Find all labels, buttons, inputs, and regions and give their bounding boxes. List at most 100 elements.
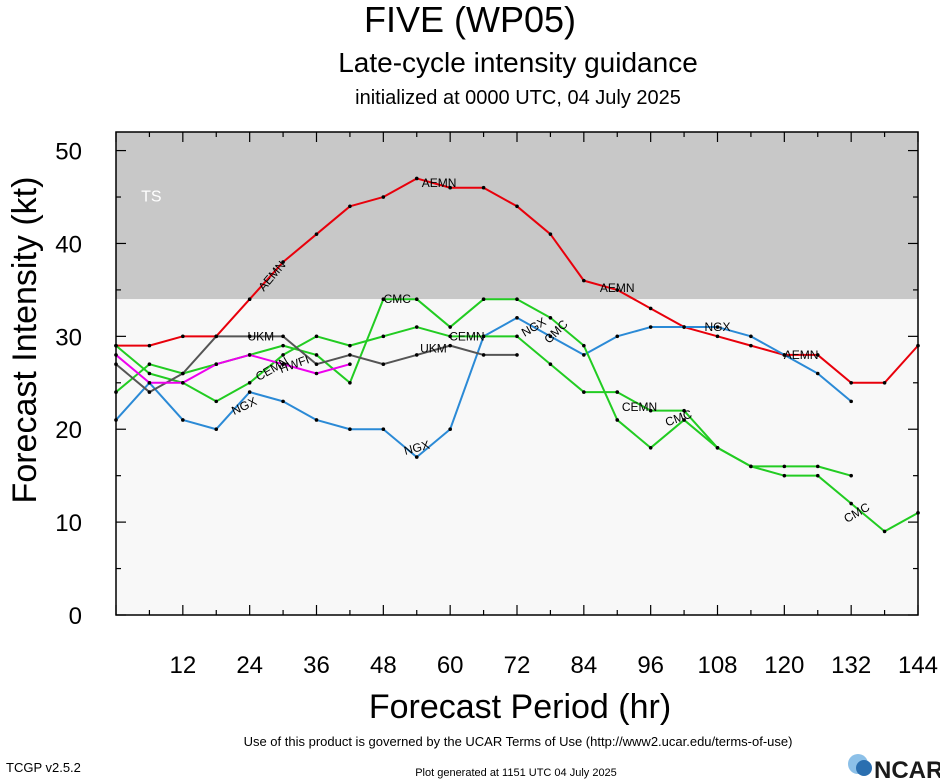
data-point-cmc [615,418,620,422]
series-label-ngx: NGX [704,320,730,334]
series-label-text-ukm: UKM [247,329,274,343]
data-point-hwfi [247,353,252,357]
axis-ticks [115,132,919,616]
init-time: initialized at 0000 UTC, 04 July 2025 [355,87,681,109]
series-label-ukm: UKM [420,341,447,355]
band-1 [116,299,918,615]
data-point-cmc [414,297,419,301]
data-point-cmc [281,343,285,348]
data-point-aemn [648,306,653,311]
data-point-cmc [381,297,386,301]
data-point-ukm [247,334,252,339]
data-point-aemn [815,353,820,357]
series-label-text-aemn: AEMN [784,348,819,362]
data-point-ukm [481,353,486,357]
x-tick-label: 120 [764,652,804,679]
data-point-cemn [281,353,285,357]
data-point-aemn [348,204,352,209]
x-tick-label: 108 [697,652,737,679]
y-axis-label: Forecast Intensity (kt) [6,177,44,504]
chart-subtitle: Late-cycle intensity guidance [338,47,698,78]
data-point-cmc [348,380,352,385]
y-tick-label: 30 [55,324,82,351]
data-point-cemn [314,334,319,339]
plot-frame [115,131,919,616]
x-tick-label: 48 [370,652,397,679]
series-label-aemn: AEMN [600,281,635,295]
x-tick-label: 132 [831,652,871,679]
data-point-cmc [849,501,853,506]
series-label-text-cemn: CEMN [449,329,484,343]
ncar-logo-text: NCAR [874,757,940,780]
band-0 [116,132,918,300]
data-point-cemn [582,390,586,394]
y-tick-labels: 0 10 20 30 40 50 [55,139,82,630]
series-label-text-aemn: AEMN [422,176,457,190]
data-point-cemn [782,464,787,469]
data-point-ngx [314,418,319,422]
version-label: TCGP v2.5.2 [6,760,81,775]
data-point-aemn [548,232,553,236]
series-label-cemn: CEMN [622,400,657,414]
data-point-ngx [515,315,519,320]
data-point-ukm [214,334,219,339]
series-label-text-ngx: NGX [402,438,431,458]
data-point-cemn [849,473,853,478]
data-point-cemn [214,399,219,404]
data-point-ukm [381,362,386,367]
data-point-cemn [548,362,553,367]
data-point-aemn [448,185,452,190]
data-point-cmc [882,529,887,534]
data-point-ngx [782,353,787,357]
x-tick-label: 60 [437,652,464,679]
data-point-ukm [181,371,185,376]
data-point-cemn [715,446,720,450]
terms-of-use: Use of this product is governed by the U… [244,734,793,749]
series-line-hwfi [115,353,351,384]
data-point-aemn [314,232,319,236]
series-label-aemn: AEMN [784,348,819,362]
data-point-cemn [147,371,152,376]
x-tick-label: 96 [637,652,664,679]
data-point-ukm [414,353,419,357]
data-point-cmc [147,362,152,367]
x-tick-label: 36 [303,652,330,679]
y-tick-label: 0 [69,603,82,630]
series-label-text-aemn: AEMN [600,281,635,295]
data-point-cemn [815,464,820,469]
data-point-aemn [749,343,753,348]
data-point-ngx [849,399,853,404]
data-point-cemn [448,334,452,339]
data-point-cemn [615,390,620,394]
series-label-text-cmc: CMC [384,292,412,306]
data-point-cmc [682,418,686,422]
series-label-text-ngx: NGX [704,320,730,334]
data-point-cmc [515,297,519,301]
series-label-text-cemn: CEMN [622,400,657,414]
data-point-ukm [348,353,352,357]
series-label-aemn: AEMN [422,176,457,190]
data-point-cemn [414,325,419,329]
data-point-cemn [515,334,519,339]
data-point-ngx [448,427,452,432]
data-point-hwfi [348,362,352,367]
data-point-ngx [214,427,219,432]
data-point-ngx [715,325,720,329]
intensity-bands: TS [116,132,918,615]
data-point-cmc [582,343,586,348]
data-point-ngx [181,418,185,422]
data-point-cemn [381,334,386,339]
data-point-ngx [348,427,352,432]
data-point-cemn [749,464,753,469]
series-label-cemn: CEMN [449,329,484,343]
x-tick-label: 144 [898,652,938,679]
data-point-aemn [582,278,586,283]
x-tick-label: 72 [504,652,531,679]
band-label-0: TS [141,189,161,206]
data-point-ngx [247,390,252,394]
data-point-aemn [181,334,185,339]
data-point-ngx [682,325,686,329]
data-point-hwfi [214,362,219,367]
data-point-ukm [281,334,285,339]
data-point-ngx [381,427,386,432]
